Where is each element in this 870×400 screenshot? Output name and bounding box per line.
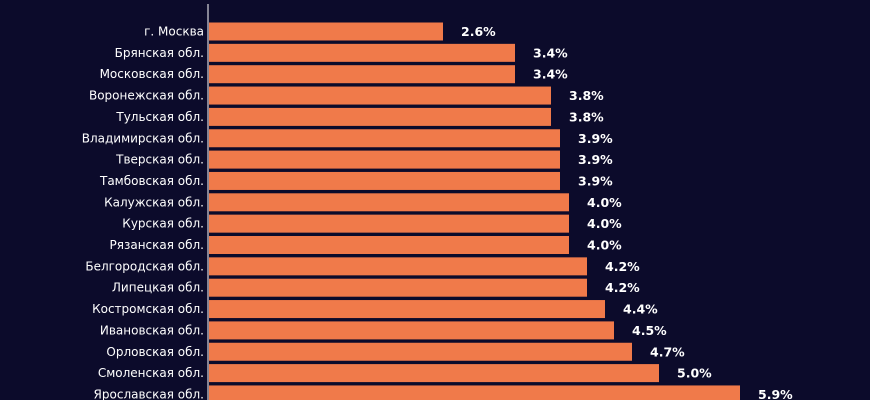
- value-label: 3.9%: [578, 152, 613, 167]
- bar: [209, 321, 614, 339]
- value-label: 3.4%: [533, 67, 568, 82]
- bar: [209, 23, 443, 41]
- bar: [209, 236, 569, 254]
- value-label: 3.9%: [578, 173, 613, 188]
- category-label: Костромская обл.: [92, 302, 204, 316]
- value-label: 5.9%: [758, 387, 793, 400]
- category-label: Курская обл.: [122, 217, 204, 231]
- value-label: 4.2%: [605, 280, 640, 295]
- category-label: Калужская обл.: [104, 195, 204, 209]
- bar: [209, 215, 569, 233]
- bar: [209, 193, 569, 211]
- value-label: 2.6%: [461, 24, 496, 39]
- bar-chart: г. Москва 2.6% Брянская обл. 3.4% Московская…: [0, 0, 870, 400]
- category-label: Липецкая обл.: [112, 281, 204, 295]
- value-label: 3.8%: [569, 109, 604, 124]
- category-label: Ярославская обл.: [94, 387, 204, 400]
- value-label: 3.9%: [578, 131, 613, 146]
- value-label: 4.0%: [587, 195, 622, 210]
- bar: [209, 279, 587, 297]
- bar: [209, 364, 659, 382]
- value-label: 4.4%: [623, 302, 658, 317]
- category-label: Московская обл.: [100, 67, 204, 81]
- value-label: 4.0%: [587, 216, 622, 231]
- bar: [209, 129, 560, 147]
- category-label: Тульская обл.: [115, 110, 204, 124]
- bar: [209, 108, 551, 126]
- bar: [209, 300, 605, 318]
- value-label: 3.4%: [533, 45, 568, 60]
- category-label: г. Москва: [144, 25, 204, 39]
- category-label: Белгородская обл.: [85, 259, 204, 273]
- value-label: 4.7%: [650, 344, 685, 359]
- value-label: 4.5%: [632, 323, 667, 338]
- value-label: 4.2%: [605, 259, 640, 274]
- category-label: Брянская обл.: [115, 46, 204, 60]
- bar: [209, 385, 740, 400]
- bar: [209, 343, 632, 361]
- category-label: Владимирская обл.: [82, 131, 204, 145]
- bar: [209, 44, 515, 62]
- category-label: Тверская обл.: [115, 153, 204, 167]
- category-label: Ивановская обл.: [100, 323, 204, 337]
- bars-group: г. Москва 2.6% Брянская обл. 3.4% Московская…: [82, 23, 793, 400]
- category-label: Орловская обл.: [106, 345, 204, 359]
- bar: [209, 172, 560, 190]
- bar: [209, 87, 551, 105]
- bar: [209, 257, 587, 275]
- value-label: 5.0%: [677, 366, 712, 381]
- category-label: Тамбовская обл.: [99, 174, 204, 188]
- value-label: 3.8%: [569, 88, 604, 103]
- category-label: Воронежская обл.: [89, 89, 204, 103]
- bar: [209, 151, 560, 169]
- category-label: Рязанская обл.: [110, 238, 205, 252]
- bar: [209, 65, 515, 83]
- value-label: 4.0%: [587, 238, 622, 253]
- category-label: Смоленская обл.: [98, 366, 204, 380]
